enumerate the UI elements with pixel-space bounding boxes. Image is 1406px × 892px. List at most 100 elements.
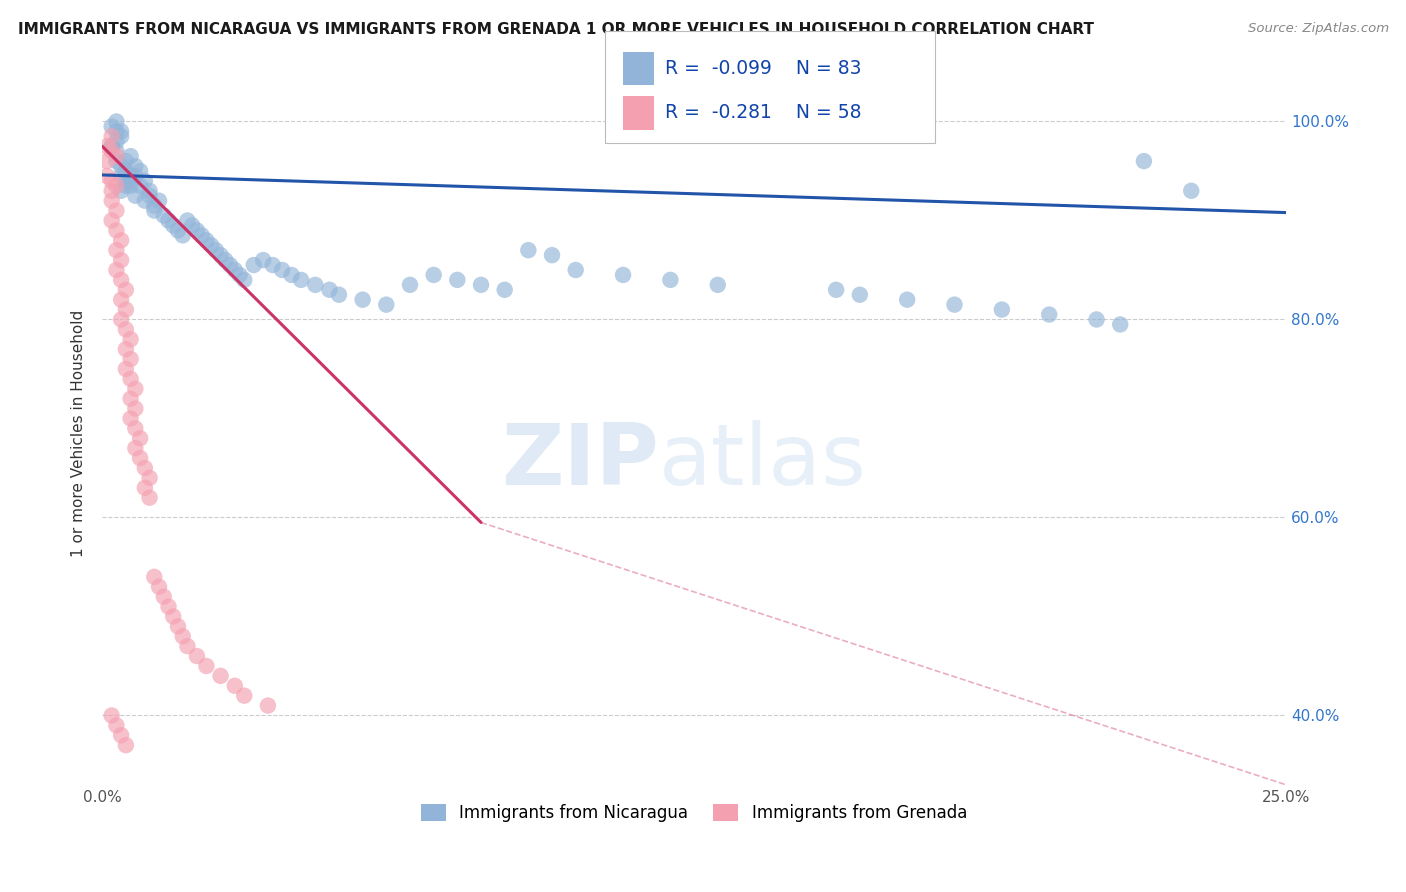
Point [100,174,122,188]
Point [138,471,160,485]
Point [470,277,492,292]
Point [110,124,132,138]
Point [110,159,132,173]
Point [115,362,138,376]
Point [120,149,142,163]
Point [186,223,208,237]
Point [110,129,132,144]
Point [541,248,564,262]
Point [991,302,1014,317]
Point [120,169,142,183]
Point [100,145,122,159]
Point [105,203,128,218]
Point [124,382,146,396]
Point [157,213,180,227]
Point [1085,312,1108,326]
Point [124,159,146,173]
Point [120,174,142,188]
Point [200,238,222,252]
Point [290,273,312,287]
Point [129,178,152,193]
Point [195,233,218,247]
Point [517,243,540,257]
Point [172,228,194,243]
Point [219,258,242,272]
Point [110,233,132,247]
Point [143,203,166,218]
Point [100,708,122,723]
Point [422,268,444,282]
Point [143,570,166,584]
Text: Source: ZipAtlas.com: Source: ZipAtlas.com [1249,22,1389,36]
Point [138,188,160,202]
Point [110,169,132,183]
Point [105,178,128,193]
Point [176,213,198,227]
Point [896,293,918,307]
Point [100,139,122,153]
Text: atlas: atlas [658,420,866,503]
Point [352,293,374,307]
Point [134,481,156,495]
Point [120,352,142,367]
Point [105,114,128,128]
Point [110,273,132,287]
Point [124,401,146,416]
Point [120,178,142,193]
Point [167,223,190,237]
Y-axis label: 1 or more Vehicles in Household: 1 or more Vehicles in Household [72,310,86,557]
Point [96,169,118,183]
Point [157,599,180,614]
Point [120,332,142,346]
Point [233,273,256,287]
Point [209,248,232,262]
Point [280,268,302,282]
Text: R =  -0.099    N = 83: R = -0.099 N = 83 [665,59,862,78]
Point [100,194,122,208]
Point [1109,318,1132,332]
Text: ZIP: ZIP [501,420,658,503]
Point [100,120,122,134]
Point [115,322,138,336]
Point [318,283,340,297]
Point [129,451,152,466]
Point [105,149,128,163]
Point [205,243,228,257]
Point [162,609,184,624]
Text: IMMIGRANTS FROM NICARAGUA VS IMMIGRANTS FROM GRENADA 1 OR MORE VEHICLES IN HOUSE: IMMIGRANTS FROM NICARAGUA VS IMMIGRANTS … [18,22,1094,37]
Legend: Immigrants from Nicaragua, Immigrants from Grenada: Immigrants from Nicaragua, Immigrants fr… [415,797,974,830]
Point [120,411,142,425]
Point [659,273,682,287]
Point [110,253,132,268]
Point [849,287,872,301]
Point [105,145,128,159]
Point [100,139,122,153]
Point [115,154,138,169]
Point [209,669,232,683]
Point [110,184,132,198]
Point [375,298,398,312]
Point [105,134,128,148]
Point [105,718,128,732]
Point [134,174,156,188]
Point [124,441,146,455]
Point [262,258,284,272]
Point [162,219,184,233]
Point [214,253,236,268]
Point [115,174,138,188]
Point [134,461,156,475]
Point [115,178,138,193]
Point [224,263,246,277]
Point [186,649,208,664]
Point [228,268,250,282]
Point [124,169,146,183]
Point [494,283,516,297]
Point [271,263,294,277]
Point [152,209,174,223]
Point [1180,184,1202,198]
Point [181,219,204,233]
Point [129,431,152,445]
Point [152,590,174,604]
Point [224,679,246,693]
Point [190,228,212,243]
